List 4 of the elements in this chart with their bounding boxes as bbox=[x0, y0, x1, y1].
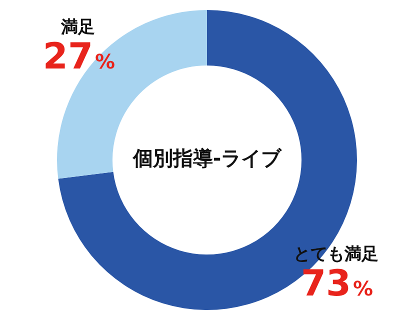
data-label: 73% bbox=[300, 264, 374, 305]
text: 個別指導-ライブ bbox=[132, 146, 282, 170]
data-label: 27% bbox=[42, 36, 116, 78]
slice-label: 満足 bbox=[60, 17, 95, 38]
